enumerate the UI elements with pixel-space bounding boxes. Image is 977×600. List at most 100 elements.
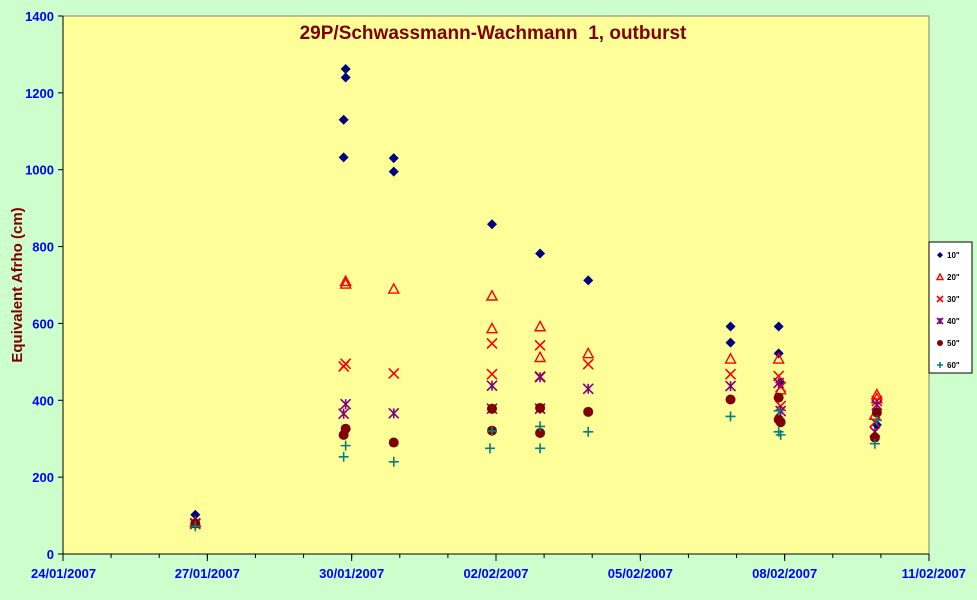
data-point <box>869 432 880 443</box>
data-point <box>190 509 201 520</box>
data-point <box>338 429 349 440</box>
chart-title: 29P/Schwassmann-Wachmann 1, outburst <box>300 23 687 44</box>
data-point <box>772 352 785 364</box>
data-point <box>724 368 737 380</box>
x-tick-label: 24/01/2007 <box>31 566 96 581</box>
data-point <box>485 321 499 334</box>
y-axis-ticks: 0 200 400 600 800 1000 1200 1400 <box>25 9 63 562</box>
data-point <box>871 407 882 418</box>
data-point <box>338 360 350 373</box>
data-point <box>936 317 944 325</box>
x-tick-label: 30/01/2007 <box>319 566 384 581</box>
data-point <box>486 219 497 230</box>
data-point <box>340 440 351 451</box>
data-point <box>388 367 400 379</box>
legend-label: 50" <box>947 339 960 348</box>
data-point <box>773 321 784 332</box>
data-point <box>486 426 497 437</box>
data-point <box>338 451 349 462</box>
data-point <box>773 392 784 403</box>
data-point <box>533 350 547 363</box>
data-point <box>775 429 786 440</box>
data-point <box>387 282 400 294</box>
y-tick-label: 1400 <box>25 9 54 24</box>
data-point <box>486 368 498 380</box>
data-point <box>190 521 201 532</box>
data-point <box>583 426 594 437</box>
data-point <box>775 417 786 428</box>
data-point <box>535 421 546 432</box>
data-point <box>725 394 736 405</box>
data-point <box>773 377 785 389</box>
data-point <box>534 371 546 383</box>
data-point <box>869 438 880 449</box>
data-point <box>583 275 594 286</box>
data-point <box>937 340 943 346</box>
legend-label: 40" <box>947 317 960 326</box>
legend-box <box>928 241 973 374</box>
data-point <box>724 380 737 392</box>
data-point <box>535 402 546 413</box>
data-point <box>582 358 594 370</box>
y-tick-label: 1000 <box>25 163 54 178</box>
legend-label: 30" <box>947 295 960 304</box>
series <box>190 405 882 532</box>
data-point <box>486 403 497 414</box>
legend-label: 10" <box>947 251 960 260</box>
data-point <box>338 408 350 420</box>
data-point <box>388 456 399 467</box>
plot-area <box>62 15 930 555</box>
x-tick-label: 08/02/2007 <box>752 566 817 581</box>
series <box>190 64 882 520</box>
data-point <box>724 352 737 364</box>
data-point <box>725 321 736 332</box>
x-tick-label: 27/01/2007 <box>175 566 240 581</box>
y-tick-label: 400 <box>32 393 54 408</box>
legend-label: 60" <box>947 361 960 370</box>
y-axis-label: Equivalent Afrho (cm) <box>9 207 26 362</box>
y-tick-label: 0 <box>47 547 54 562</box>
data-point <box>582 346 595 359</box>
data-point <box>869 416 881 428</box>
data-point <box>340 72 351 83</box>
data-point <box>533 320 547 332</box>
data-point <box>388 166 399 177</box>
y-tick-label: 200 <box>32 470 54 485</box>
data-point <box>871 415 882 426</box>
data-point <box>484 443 495 454</box>
x-axis-ticks: 24/01/2007 27/01/2007 30/01/2007 02/02/2007… <box>31 554 966 581</box>
y-tick-label: 1200 <box>25 86 54 101</box>
legend: 10" 20" 30" 40" 50" 60" <box>928 241 973 374</box>
data-point <box>725 337 736 348</box>
data-point <box>338 152 349 163</box>
x-tick-label: 11/02/2007 <box>902 566 966 581</box>
data-point <box>486 337 498 349</box>
x-tick-label: 02/02/2007 <box>463 566 528 581</box>
data-point <box>339 277 352 289</box>
data-point <box>340 398 352 410</box>
data-points <box>189 64 884 532</box>
series <box>190 392 882 529</box>
y-tick-label: 800 <box>32 240 54 255</box>
data-point <box>340 64 351 75</box>
data-point <box>388 153 399 164</box>
data-point <box>583 406 594 417</box>
data-point <box>937 362 943 368</box>
data-point <box>388 437 399 448</box>
data-point <box>388 407 400 419</box>
data-point <box>535 427 546 438</box>
legend-label: 20" <box>947 273 960 282</box>
data-point <box>936 295 944 303</box>
y-tick-label: 600 <box>32 316 54 331</box>
data-point <box>773 405 784 416</box>
data-point <box>935 272 945 281</box>
data-point <box>534 339 546 351</box>
data-point <box>535 248 546 259</box>
x-tick-label: 05/02/2007 <box>608 566 673 581</box>
data-point <box>338 114 349 125</box>
data-point <box>725 411 736 422</box>
data-point <box>339 274 352 287</box>
data-point <box>485 289 499 301</box>
data-point <box>486 380 498 392</box>
